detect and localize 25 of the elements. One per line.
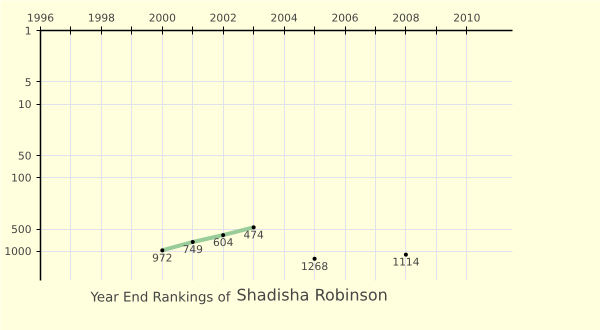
text: Shadisha Robinson <box>236 286 388 304</box>
x-tick-label: 1996 <box>26 12 54 24</box>
y-tick-label: 10 <box>18 98 32 112</box>
x-tick-label: 2000 <box>148 12 176 24</box>
point <box>404 252 408 257</box>
data-label: 1268 <box>301 260 328 273</box>
y-tick-label: 1000 <box>4 245 32 258</box>
y-tick-label: 50 <box>18 150 32 162</box>
x-tick-label: 2006 <box>331 12 359 24</box>
data-label: 604 <box>213 236 234 250</box>
data-label: 474 <box>243 228 264 242</box>
x-tick-label: 2008 <box>392 12 420 24</box>
x-tick-label: 1998 <box>88 12 116 24</box>
y-tick-label: 500 <box>11 223 32 236</box>
x-tick-label: 2004 <box>270 12 298 24</box>
text: Year End Rankings of <box>90 290 231 306</box>
y-tick-label: 100 <box>11 172 32 185</box>
data-label: 749 <box>182 242 204 256</box>
x-tick-label: 2010 <box>453 12 481 24</box>
x-tick-label: 2002 <box>210 12 237 24</box>
data-label: 1114 <box>392 256 420 269</box>
y-tick-label: 1 <box>24 24 32 38</box>
y-tick-label: 5 <box>24 76 32 89</box>
point <box>312 256 317 261</box>
data-label: 972 <box>152 251 172 264</box>
